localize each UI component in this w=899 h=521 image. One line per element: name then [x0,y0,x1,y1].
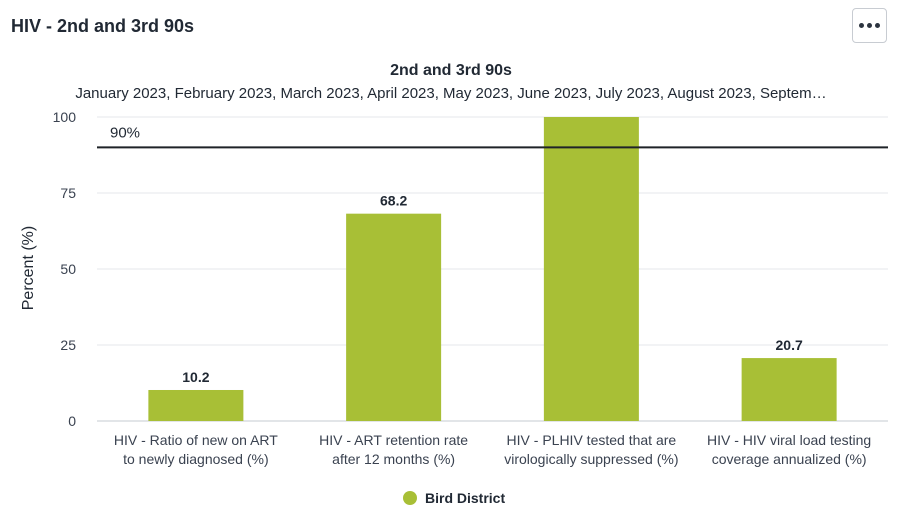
chart-subtitle: January 2023, February 2023, March 2023,… [75,85,826,102]
axes: 0 25 50 75 100 HIV - Ratio of new on ART to ne… [53,109,872,467]
data-labels: 10.2 68.2 20.7 [182,193,803,385]
bar[interactable] [741,358,837,421]
bar[interactable] [346,213,442,421]
reference-line-label: 90% [110,124,140,141]
more-horizontal-icon [859,23,880,28]
y-tick-label: 75 [60,185,76,201]
x-tick-label: HIV - HIV viral load testing coverage ann… [707,432,871,467]
y-tick-label: 100 [53,109,77,125]
bar[interactable] [543,117,639,421]
legend-marker [403,491,417,505]
grid-lines [97,116,888,422]
reference-line-group: 90% [97,124,888,149]
legend[interactable]: Bird District [403,490,505,506]
data-label: 68.2 [380,193,407,209]
bars [148,117,837,421]
data-label: 20.7 [776,337,803,353]
legend-label: Bird District [425,490,505,506]
y-tick-label: 50 [60,261,76,277]
x-tick-label: HIV - PLHIV tested that are virologically… [504,432,678,467]
more-options-button[interactable] [852,8,887,43]
y-tick-label: 25 [60,337,76,353]
x-tick-label: HIV - Ratio of new on ART to newly diagno… [114,432,278,467]
x-tick-label: HIV - ART retention rate after 12 months … [319,432,468,467]
card-title: HIV - 2nd and 3rd 90s [11,16,195,36]
y-axis-label: Percent (%) [20,226,37,310]
bar[interactable] [148,389,244,421]
chart-title: 2nd and 3rd 90s [390,62,512,79]
data-label: 10.2 [182,369,209,385]
y-tick-label: 0 [68,413,76,429]
